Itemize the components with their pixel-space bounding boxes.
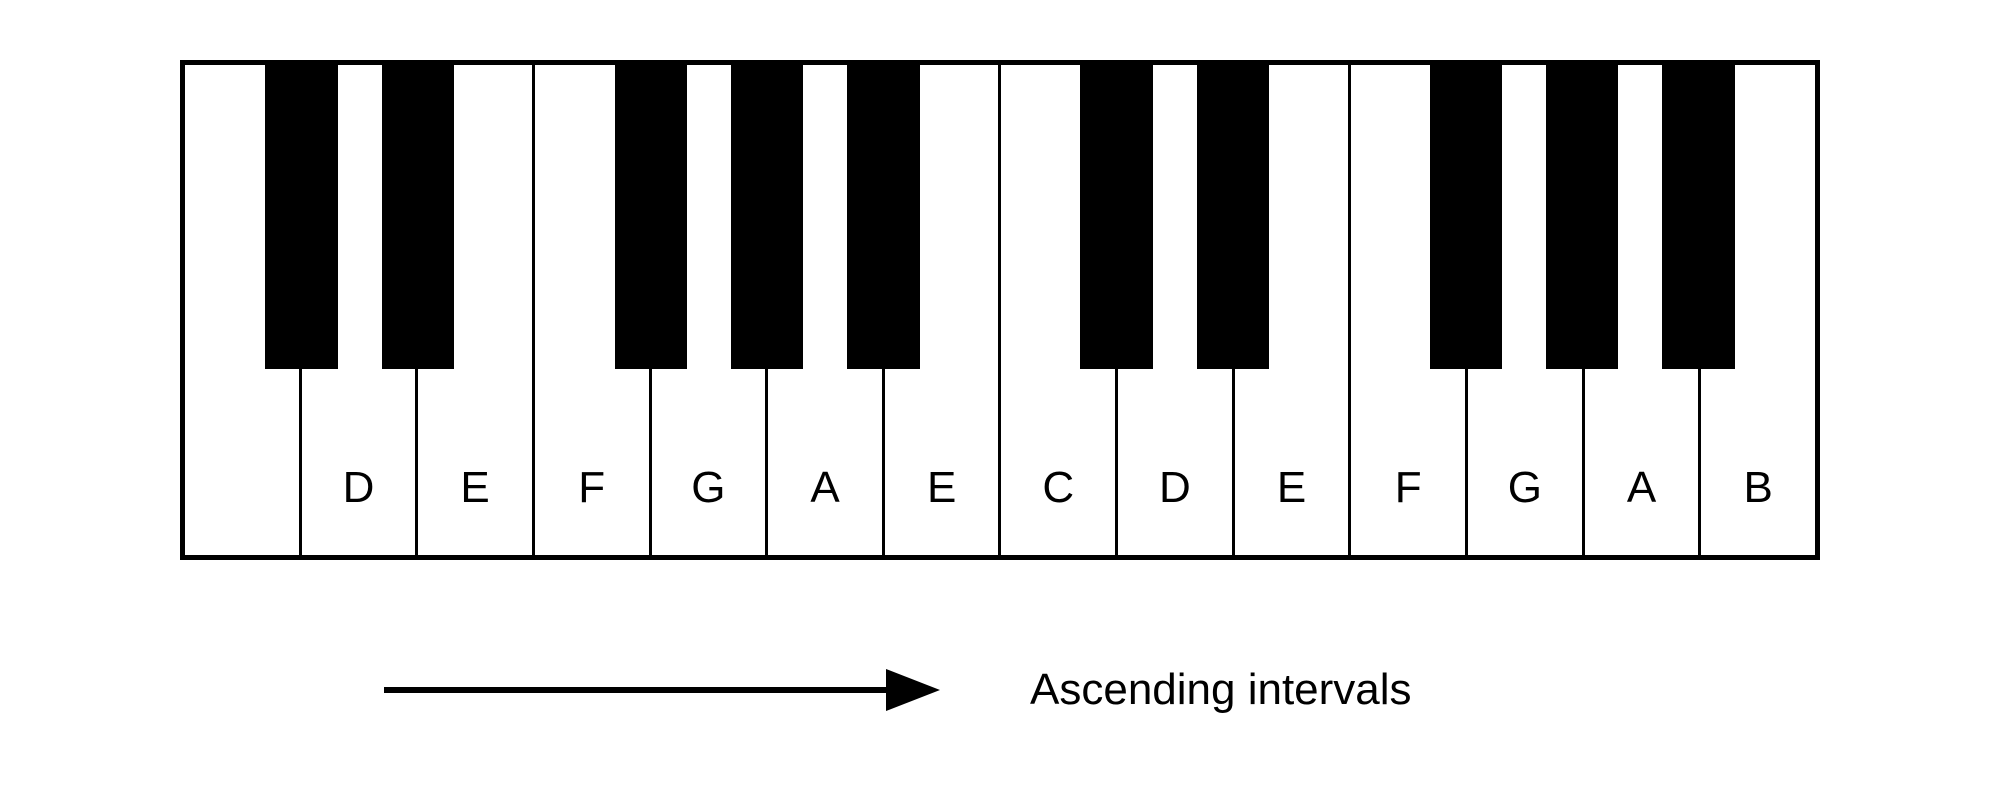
white-key: D <box>1118 65 1235 555</box>
white-key-label: E <box>885 463 999 513</box>
keyboard-frame: DEFGAECDEFGAB <box>180 60 1820 560</box>
caption-text: Ascending intervals <box>1030 665 1412 715</box>
white-key: E <box>885 65 1002 555</box>
white-key-label: G <box>1468 463 1582 513</box>
white-key: G <box>1468 65 1585 555</box>
white-key-label: A <box>768 463 882 513</box>
white-key-label: C <box>1001 463 1115 513</box>
white-key: C <box>1001 65 1118 555</box>
white-key: E <box>418 65 535 555</box>
white-key-label: B <box>1701 463 1815 513</box>
white-key: D <box>302 65 419 555</box>
white-key-label: E <box>1235 463 1349 513</box>
white-key-label: E <box>418 463 532 513</box>
white-key: G <box>652 65 769 555</box>
white-key: E <box>1235 65 1352 555</box>
ascending-arrow-icon <box>380 665 940 715</box>
white-key: A <box>1585 65 1702 555</box>
piano-keyboard: DEFGAECDEFGAB <box>180 60 1820 560</box>
white-key: F <box>1351 65 1468 555</box>
white-key <box>185 65 302 555</box>
white-key-label: F <box>535 463 649 513</box>
white-key: A <box>768 65 885 555</box>
white-key: F <box>535 65 652 555</box>
caption-row: Ascending intervals <box>380 650 1620 730</box>
white-key-label: D <box>302 463 416 513</box>
white-key-label: F <box>1351 463 1465 513</box>
white-key-label: A <box>1585 463 1699 513</box>
white-keys-row: DEFGAECDEFGAB <box>185 65 1815 555</box>
white-key: B <box>1701 65 1815 555</box>
white-key-label: D <box>1118 463 1232 513</box>
white-key-label: G <box>652 463 766 513</box>
